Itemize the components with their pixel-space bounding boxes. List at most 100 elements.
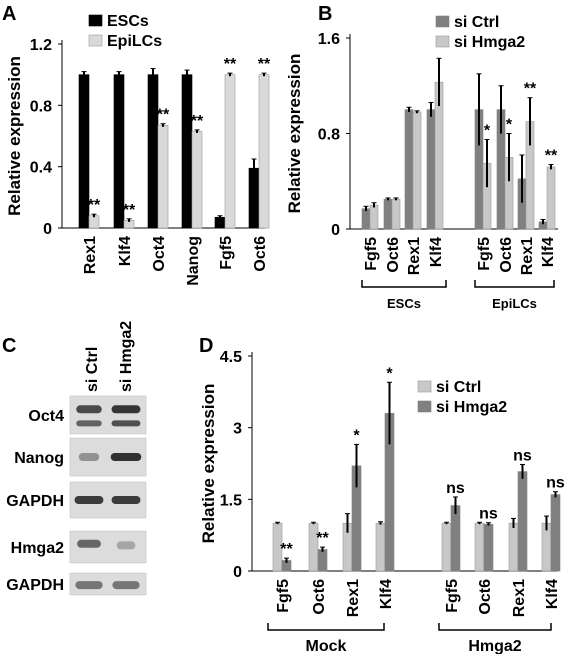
blot-band [111,405,141,414]
significance-marker: ** [280,541,293,558]
x-tick-label: Fgf5 [476,237,493,271]
bar-si-ctrl-oct6 [474,522,485,572]
bar-si-ctrl-rex1 [508,522,519,572]
bar-si-hmga2-fgf5 [369,204,379,230]
y-tick-label: 0.8 [30,98,52,115]
x-tick-label: Klf4 [428,237,445,267]
y-tick-label: 0 [331,222,340,239]
legend-label: si Hmga2 [436,399,507,416]
bar-si-hmga2-klf4 [550,494,561,572]
x-tick-label: Fgf5 [275,579,292,613]
blot-band [116,541,136,550]
legend-swatch [435,15,450,28]
group-label: ESCs [387,296,421,311]
lane-label: si Hmga2 [118,321,135,392]
x-tick-label: Rex1 [519,237,536,275]
legend-label: ESCs [107,13,149,30]
significance-marker: ** [157,107,170,124]
significance-marker: ** [258,56,271,73]
x-tick-label: Klf4 [544,579,561,609]
x-tick-label: Fgf5 [444,579,461,613]
x-tick-label: Fgf5 [218,236,235,270]
y-tick-label: 4.5 [220,349,242,366]
x-tick-label: Oct6 [252,236,269,272]
bar-si-hmga2-oct6 [483,523,494,572]
x-tick-label: Rex1 [82,236,99,274]
y-axis-label: Relative expression [5,56,24,216]
significance-marker: ** [88,197,101,214]
legend-label: si Hmga2 [454,34,525,51]
blot-band [78,453,100,461]
bar-si-ctrl-klf4 [426,109,436,230]
significance-marker: ns [513,447,532,464]
blot-band [110,453,142,461]
panel-letter-b: B [318,3,332,25]
y-tick-label: 1.2 [30,37,52,54]
significance-marker: ** [545,148,558,165]
bar-si-ctrl-klf4 [375,522,386,572]
significance-marker: ns [446,480,465,497]
significance-marker: * [386,365,393,382]
blot-strip [69,572,147,596]
blot-band [77,539,101,548]
blot-row-label: Hmga2 [11,540,64,557]
blot-band [111,496,141,504]
bar-si-hmga2-rex1 [517,471,528,572]
group-bracket [438,623,552,631]
bar-si-ctrl-fgf5 [441,522,452,572]
panel-a-bar-chart: A 0 0.4 0.8 1.2 Relative expression ** Rex1 ** Kl… [2,3,271,286]
group-bracket [361,280,447,288]
y-tick-label: 1.5 [220,492,242,509]
y-tick-label: 0 [233,564,242,581]
bar-si-hmga2-fgf5 [450,505,461,572]
significance-marker: ** [123,202,136,219]
legend-swatch [417,380,432,393]
y-tick-label: 1.6 [318,31,340,48]
bar-si-ctrl-oct6 [383,198,393,230]
blot-band [75,581,103,590]
x-tick-label: Klf4 [540,237,557,267]
bar-si-hmga2-oct6 [391,198,401,230]
significance-marker: ** [316,530,329,547]
blot-row-label: GAPDH [6,493,64,510]
group-label: Mock [306,638,347,654]
significance-marker: * [506,117,513,134]
bar-escs-oct4 [147,74,159,229]
y-tick-label: 0.4 [30,160,52,177]
bar-epilcs-fgf5 [224,74,236,229]
blot-row-label: Oct4 [28,408,64,425]
y-axis-label: Relative expression [285,54,304,214]
legend-swatch [88,34,103,47]
lane-label: si Ctrl [84,347,101,392]
blot-band [111,420,141,427]
x-tick-label: Rex1 [345,579,362,617]
group-label: EpiLCs [492,296,537,311]
significance-marker: ns [479,506,498,523]
blot-row-label: Nanog [14,450,64,467]
bar-si-hmga2-klf4 [546,166,556,230]
x-tick-label: Oct6 [385,237,402,273]
bar-epilcs-oct6 [258,74,270,229]
y-tick-label: 0.8 [318,127,340,144]
blot-row-label: GAPDH [6,577,64,594]
x-tick-label: Rex1 [511,579,528,617]
panel-letter-c: C [2,335,16,357]
legend-swatch [88,14,103,27]
x-tick-label: Klf4 [378,579,395,609]
blot-band [74,496,104,504]
significance-marker: * [353,427,360,444]
blot-strip [69,395,147,435]
x-tick-label: Rex1 [406,237,423,275]
bar-epilcs-rex1 [88,215,100,229]
bar-epilcs-nanog [191,131,203,229]
y-tick-label: 0 [43,221,52,238]
significance-marker: ** [524,81,537,98]
x-tick-label: Oct6 [311,579,328,615]
legend-label: si Ctrl [436,379,481,396]
blot-band [76,405,102,414]
x-tick-label: Oct6 [477,579,494,615]
legend-swatch [435,35,450,48]
